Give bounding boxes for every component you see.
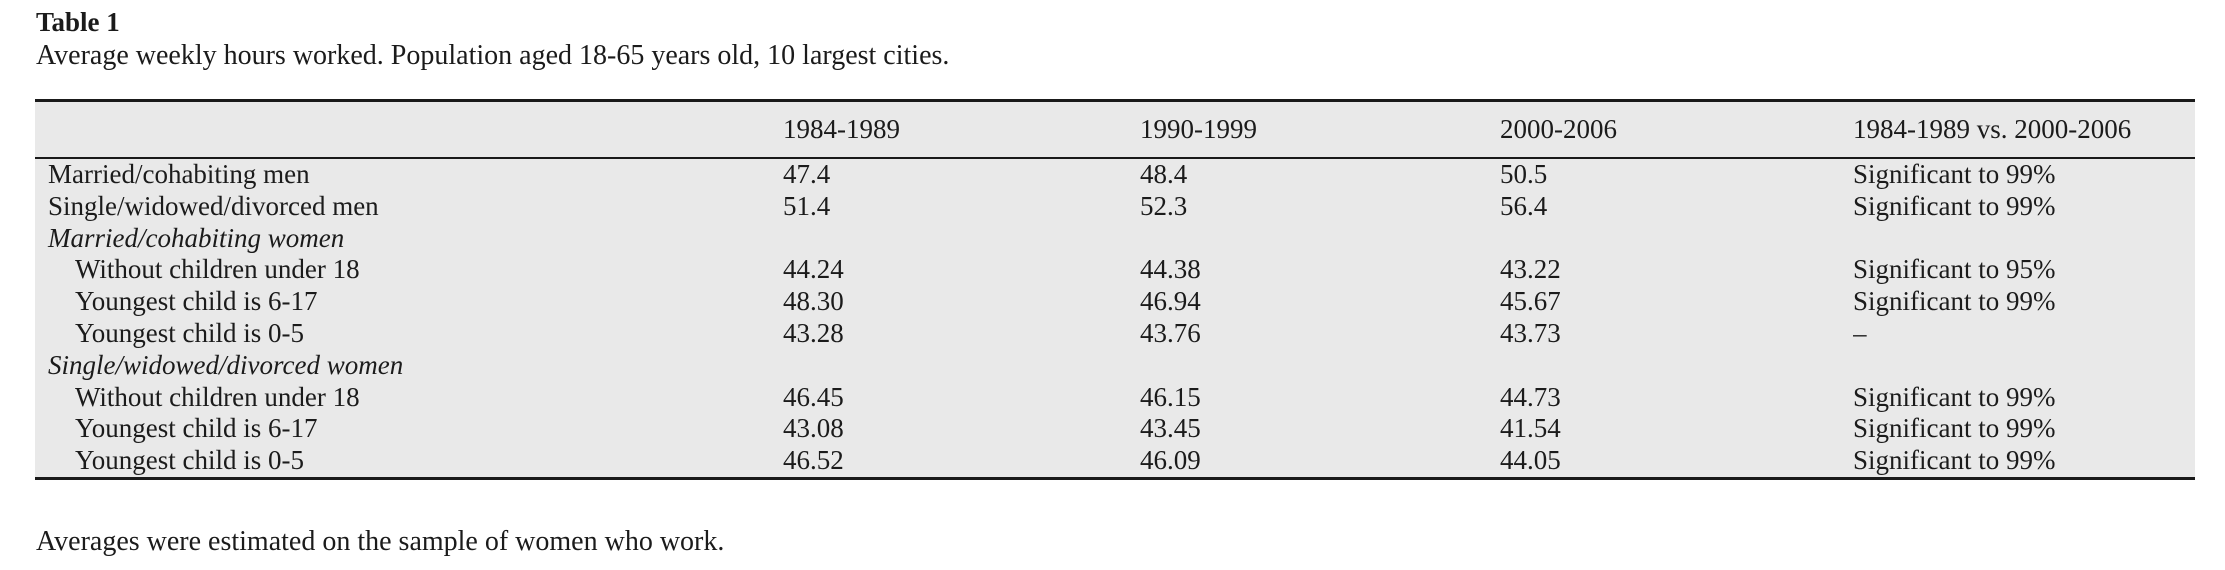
cell-value: 48.4 [1140,159,1188,189]
cell-value: 44.05 [1500,445,1561,476]
cell-value: 43.73 [1500,317,1561,348]
table-caption: Average weekly hours worked. Population … [36,40,950,71]
cell-value: – [1853,317,1867,348]
cell-value: Significant to 99% [1853,445,2056,476]
cell-value: 56.4 [1500,190,1548,221]
cell-value: Significant to 99% [1853,159,2056,189]
cell-value: 43.28 [783,317,844,348]
row-label: Youngest child is 0-5 [75,445,305,476]
cell-value: 48.30 [783,286,844,317]
header-row: 1984-1989 1990-1999 2000-2006 1984-1989 … [35,100,2195,159]
cell-value: 44.73 [1500,381,1561,412]
table-title: Table 1 [36,7,120,37]
row-label: Married/cohabiting women [48,222,345,253]
cell-value: 44.24 [783,254,844,285]
cell-value: 50.5 [1500,159,1548,189]
cell-value: Significant to 99% [1853,286,2056,317]
row-label: Married/cohabiting men [48,159,310,189]
table-footnote: Averages were estimated on the sample of… [36,526,725,557]
cell-value [1853,350,2195,382]
row-label: Single/widowed/divorced men [48,190,379,221]
cell-value: 43.76 [1140,317,1201,348]
cell-value [783,223,1140,255]
table-container: 1984-1989 1990-1999 2000-2006 1984-1989 … [35,99,2195,480]
table-row: Married/cohabiting women [35,223,2195,255]
table-row: Married/cohabiting men 47.4 48.4 50.5 Signif… [35,158,2195,191]
header-cell-comparison: 1984-1989 vs. 2000-2006 [1853,100,2195,159]
header-cell-1990-1999: 1990-1999 [1140,100,1500,159]
cell-value: 43.08 [783,413,844,444]
cell-value: 46.52 [783,445,844,476]
table-row: Youngest child is 0-5 46.52 46.09 44.05 Sign… [35,445,2195,478]
row-label: Youngest child is 6-17 [75,286,318,317]
row-label: Youngest child is 6-17 [75,413,318,444]
header-cell-empty [35,100,783,159]
cell-value: Significant to 99% [1853,413,2056,444]
cell-value: 52.3 [1140,190,1188,221]
cell-value: 47.4 [783,159,831,189]
cell-value: 46.15 [1140,381,1201,412]
cell-value [1140,223,1500,255]
header-cell-2000-2006: 2000-2006 [1500,100,1853,159]
table-row: Single/widowed/divorced men 51.4 52.3 56.4 S… [35,191,2195,223]
table-header: 1984-1989 1990-1999 2000-2006 1984-1989 … [35,100,2195,159]
table-row: Youngest child is 6-17 48.30 46.94 45.67 Sig… [35,286,2195,318]
table-row: Single/widowed/divorced women [35,350,2195,382]
cell-value: 51.4 [783,190,831,221]
row-label: Without children under 18 [75,254,360,285]
cell-value: Significant to 95% [1853,254,2056,285]
cell-value: 46.45 [783,381,844,412]
data-table: 1984-1989 1990-1999 2000-2006 1984-1989 … [35,99,2195,480]
table-body: Married/cohabiting men 47.4 48.4 50.5 Signif… [35,158,2195,478]
cell-value: Significant to 99% [1853,381,2056,412]
row-label: Youngest child is 0-5 [75,317,305,348]
cell-value: 41.54 [1500,413,1561,444]
cell-value [1140,350,1500,382]
cell-value [783,350,1140,382]
cell-value [1500,223,1853,255]
cell-value: Significant to 99% [1853,190,2056,221]
cell-value: 43.22 [1500,254,1561,285]
row-label: Without children under 18 [75,381,360,412]
cell-value: 46.94 [1140,286,1201,317]
table-row: Youngest child is 0-5 43.28 43.76 43.73 – [35,318,2195,350]
table-row: Without children under 18 46.45 46.15 44.73… [35,382,2195,414]
cell-value: 44.38 [1140,254,1201,285]
cell-value: 43.45 [1140,413,1201,444]
header-cell-1984-1989: 1984-1989 [783,100,1140,159]
row-label: Single/widowed/divorced women [48,349,404,380]
cell-value: 45.67 [1500,286,1561,317]
table-row: Without children under 18 44.24 44.38 43.22… [35,254,2195,286]
cell-value [1500,350,1853,382]
cell-value [1853,223,2195,255]
cell-value: 46.09 [1140,445,1201,476]
table-row: Youngest child is 6-17 43.08 43.45 41.54 Sig… [35,413,2195,445]
